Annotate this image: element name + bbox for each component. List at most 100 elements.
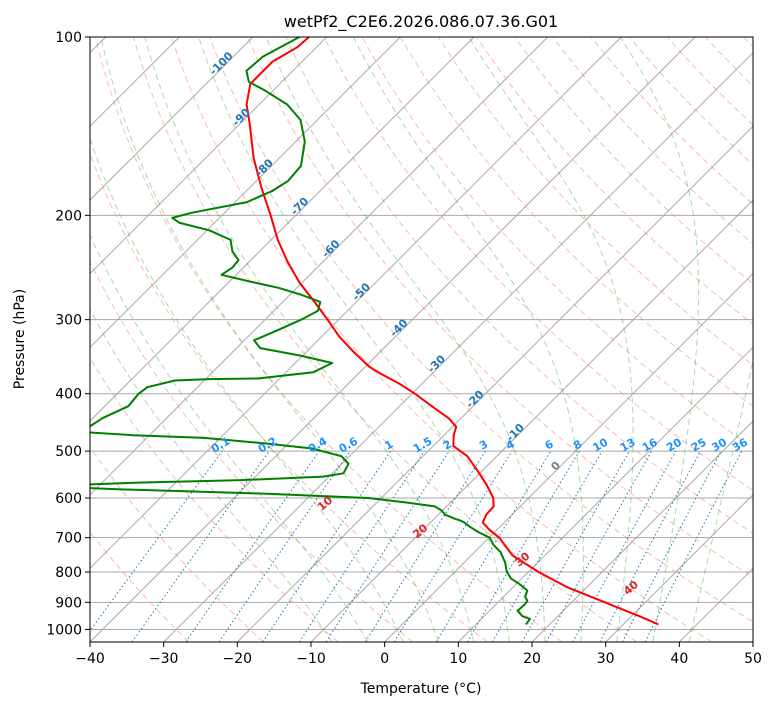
moist-adiabat-line [688, 358, 753, 642]
isotherm-line [90, 37, 475, 422]
x-tick-label: 40 [670, 651, 688, 667]
moist-adiabat-line [90, 308, 333, 642]
isotherm-label: -20 [463, 388, 486, 411]
mixing-ratio-line [325, 450, 450, 642]
dry-adiabat-line [704, 37, 753, 87]
dry-adiabat-line [94, 37, 563, 642]
dry-adiabat-line [90, 260, 414, 642]
dry-adiabat-line [132, 37, 638, 642]
isotherm-line [90, 37, 254, 201]
mixing-ratio-line [491, 450, 603, 642]
isotherm-line [163, 51, 753, 642]
mixing-ratio-line [393, 450, 513, 642]
isotherm-line [90, 37, 622, 570]
moist-adiabat-line [100, 37, 439, 642]
mixing-ratio-label: 16 [640, 435, 660, 454]
moist-adiabat-line [198, 37, 510, 642]
dry-adiabat-line [666, 37, 753, 126]
y-axis-title: Pressure (hPa) [12, 289, 28, 389]
moist-adiabat-line [144, 37, 475, 642]
dry-adiabat-line [171, 37, 712, 642]
x-tick-label: 20 [523, 651, 541, 667]
moist-adiabat-line [468, 37, 634, 642]
isotherm-line [236, 125, 753, 642]
dry-adiabat-layer [90, 37, 753, 642]
dry-adiabat-line [399, 37, 753, 407]
y-tick-label: 700 [55, 531, 82, 547]
dry-adiabat-line [209, 37, 753, 623]
y-tick-label: 900 [55, 595, 82, 611]
y-tick-label: 800 [55, 565, 82, 581]
y-tick-label: 600 [55, 491, 82, 507]
mixing-ratio-line [599, 450, 701, 642]
dry-adiabat-line [437, 37, 753, 366]
mixing-ratio-label: 2 [441, 438, 454, 453]
isotherm-label: -80 [253, 156, 276, 179]
y-tick-label: 200 [55, 208, 82, 224]
grid-layer [90, 37, 753, 630]
dry-adiabat-line [323, 37, 753, 491]
mixing-ratio-label: 1.5 [411, 435, 434, 456]
dry-adiabat-line [90, 356, 339, 642]
moist-adiabat-line [90, 136, 404, 642]
isotherm-label: -60 [319, 237, 342, 260]
mixing-ratio-line [435, 450, 552, 642]
y-tick-label: 300 [55, 313, 82, 329]
isotherm-line [678, 567, 753, 642]
isotherm-label: -70 [288, 195, 311, 218]
moist-adiabat-line [90, 233, 369, 642]
mixing-ratio-line [131, 450, 270, 642]
y-tick-label: 1000 [46, 622, 82, 638]
mixing-ratio-line [298, 450, 425, 642]
dry-adiabat-line [590, 37, 753, 205]
y-tick-label: 100 [55, 30, 82, 46]
dry-adiabat-line [514, 37, 753, 285]
mixing-ratio-label: 6 [543, 437, 556, 452]
line-label-layer: 0.1 0.2 0.4 0.6 1 1.5 2 3 4 6 8 10 13 16 20 25 30 36-100-… [207, 49, 750, 598]
mixing-ratio-label: 25 [689, 436, 709, 455]
dry-adiabat-line [90, 446, 264, 642]
x-axis-title: Temperature (°C) [360, 681, 482, 697]
temperature-profile [245, 37, 659, 626]
dry-adiabat-line [628, 37, 753, 166]
mixing-ratio-label: 10 [591, 435, 611, 454]
mixing-ratio-layer [90, 450, 743, 642]
mixing-ratio-line [545, 450, 653, 642]
x-tick-label: −10 [296, 651, 326, 667]
mixing-ratio-line [185, 450, 320, 642]
dry-adiabat-line [361, 37, 753, 449]
isotherm-line [605, 493, 753, 642]
isotherm-label: -50 [350, 280, 373, 303]
y-tick-label: 500 [55, 444, 82, 460]
moist-adiabat-line [620, 37, 700, 642]
mixing-ratio-label: 0.6 [337, 434, 361, 455]
x-tick-label: −40 [75, 651, 105, 667]
isotherm-line [752, 641, 753, 642]
x-tick-label: 0 [380, 651, 389, 667]
x-tick-label: −20 [223, 651, 253, 667]
isotherm-label: -30 [425, 352, 448, 375]
isotherm-line [531, 420, 753, 642]
moist-adiabat-layer [90, 37, 753, 642]
plot-frame [89, 36, 754, 643]
y-tick-label: 400 [55, 387, 82, 403]
moist-adiabat-line [353, 37, 584, 642]
dry-adiabat-line [247, 37, 753, 578]
mixing-ratio-line [90, 450, 223, 632]
moist-adiabat-line [265, 37, 546, 642]
mixing-ratio-label: 30 [709, 435, 729, 454]
x-tick-label: 50 [744, 651, 762, 667]
isotherm-line [90, 37, 549, 496]
series-layer [90, 37, 659, 626]
isotherm-layer [90, 37, 753, 642]
x-tick-label: −30 [149, 651, 179, 667]
x-tick-label: 10 [449, 651, 467, 667]
mixing-ratio-line [521, 450, 630, 642]
dry-adiabat-line [90, 152, 488, 642]
dry-adiabat-line [552, 37, 753, 245]
dry-adiabat-line [476, 37, 753, 325]
x-tick-label: 30 [597, 651, 615, 667]
dewpoint-profile [90, 37, 531, 626]
isotherm-label: -100 [207, 49, 236, 78]
